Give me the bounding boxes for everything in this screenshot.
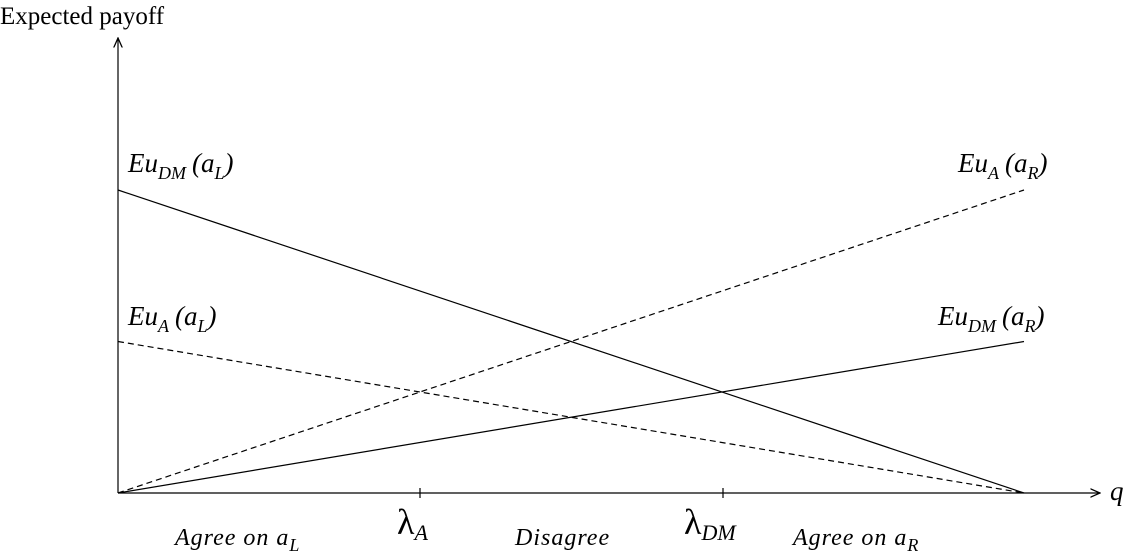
label-eu-dm-al: EuDM (aL) [127,148,234,183]
line-eu-dm-ar [117,340,1025,494]
region-agree-al: Agree on aL [173,525,300,555]
x-axis-title: q [1110,476,1124,506]
threshold-lambda-a: λA [397,502,428,545]
region-agree-ar: Agree on aR [791,525,919,555]
y-axis-title: Expected payoff [0,3,165,30]
label-eu-dm-ar: EuDM (aR) [937,301,1045,336]
line-eu-a-al [117,340,1025,494]
line-eu-dm-al [117,189,1025,494]
payoff-lines [117,189,1025,494]
threshold-lambda-dm: λDM [684,502,737,545]
label-eu-a-al: EuA (aL) [127,301,217,336]
region-disagree: Disagree [514,525,610,551]
label-eu-a-ar: EuA (aR) [957,148,1048,183]
